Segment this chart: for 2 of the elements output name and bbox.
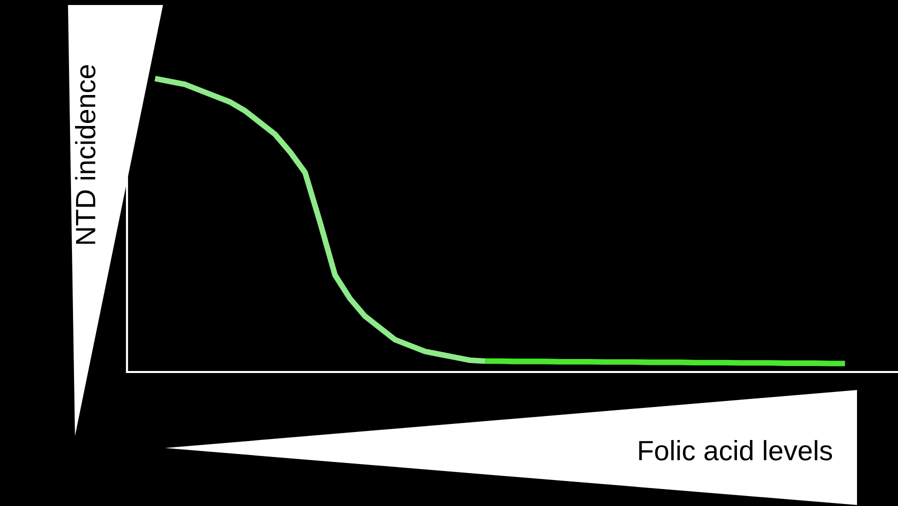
y-axis-title: NTD incidence — [75, 65, 96, 244]
x-axis-title: Folic acid levels — [639, 440, 832, 460]
